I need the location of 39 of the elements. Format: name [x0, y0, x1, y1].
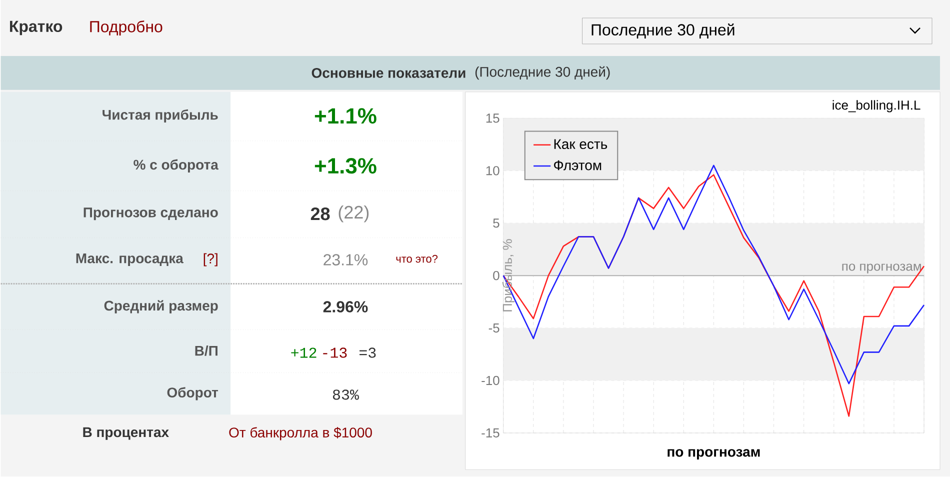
y-tick-label: 5 — [493, 218, 500, 228]
text: Оборот — [167, 387, 218, 400]
y-tick-label: 10 — [486, 166, 500, 176]
text: 23.1% — [324, 254, 368, 266]
text: Чистая прибыль — [102, 110, 218, 123]
legend-label: Флэтом — [554, 160, 602, 170]
y-tick-label: -5 — [488, 324, 500, 333]
text: % с оборота — [134, 159, 218, 173]
text: 83% — [332, 390, 359, 400]
text: ice_bolling.IH.L — [832, 100, 920, 112]
ref-line-label: по прогнозам — [842, 264, 921, 274]
text: Подробно — [90, 20, 162, 36]
text: -13 — [323, 348, 347, 358]
text: +1.1% — [314, 108, 376, 124]
text: Средний размер — [104, 300, 218, 314]
y-axis-title: Прибыль, % — [502, 239, 515, 312]
text: (22) — [338, 206, 369, 222]
text: +1.3% — [314, 158, 376, 174]
text: Последние 30 дней — [592, 24, 734, 39]
text: 2.96% — [323, 301, 368, 313]
text: Макс. просадка — [76, 254, 184, 266]
text: [?] — [204, 253, 218, 266]
y-tick-label: 15 — [486, 114, 500, 123]
text: От банкролла в $1000 — [229, 427, 372, 440]
x-axis-title: по прогнозам — [668, 449, 760, 460]
y-tick-label: -15 — [482, 428, 500, 438]
text: Основные показатели — [312, 68, 466, 78]
y-tick-label: -10 — [482, 376, 500, 386]
text: (Последние 30 дней) — [475, 66, 610, 80]
text: что это? — [396, 255, 438, 263]
legend-label: Как есть — [554, 139, 608, 150]
text: +12 — [291, 348, 316, 358]
text: Прогнозов сделано — [84, 208, 218, 220]
y-tick-label: 0 — [493, 271, 500, 280]
text: Кратко — [10, 21, 62, 36]
text: 28 — [310, 208, 330, 220]
text: =3 — [360, 348, 376, 358]
text: В/П — [195, 346, 218, 356]
text: В процентах — [83, 428, 169, 440]
